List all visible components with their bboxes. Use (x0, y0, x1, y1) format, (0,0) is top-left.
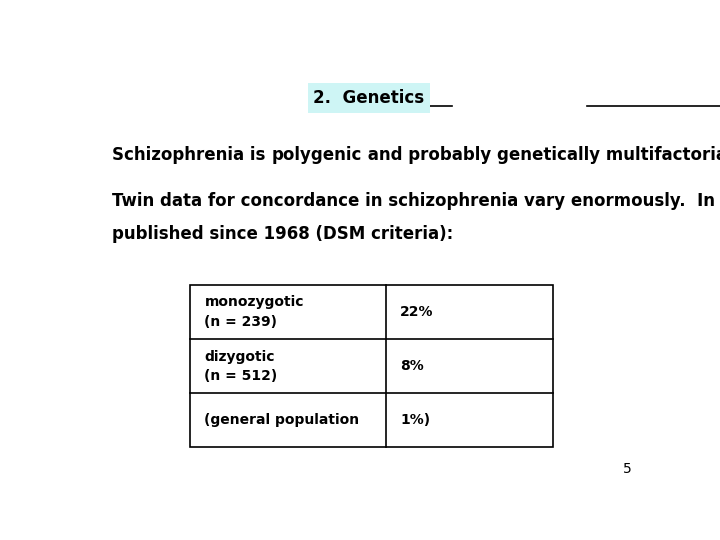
Text: dizygotic
(n = 512): dizygotic (n = 512) (204, 349, 278, 383)
Text: genetically multifactorial: genetically multifactorial (497, 146, 720, 165)
Text: Schizophrenia is: Schizophrenia is (112, 146, 271, 165)
Text: (general population: (general population (204, 413, 359, 427)
Bar (190, 285, 553, 447)
Text: and probably: and probably (362, 146, 497, 165)
Text: monozygotic
(n = 239): monozygotic (n = 239) (204, 295, 304, 329)
Text: 8%: 8% (400, 359, 424, 373)
Text: polygenic: polygenic (271, 146, 362, 165)
Text: 2.  Genetics: 2. Genetics (313, 89, 425, 107)
Text: 22%: 22% (400, 305, 433, 319)
Text: 1%): 1%) (400, 413, 431, 427)
Text: published since 1968 (DSM criteria):: published since 1968 (DSM criteria): (112, 225, 454, 244)
Text: Twin data for concordance in schizophrenia vary enormously.  In studies: Twin data for concordance in schizophren… (112, 192, 720, 210)
Text: 5: 5 (623, 462, 631, 476)
